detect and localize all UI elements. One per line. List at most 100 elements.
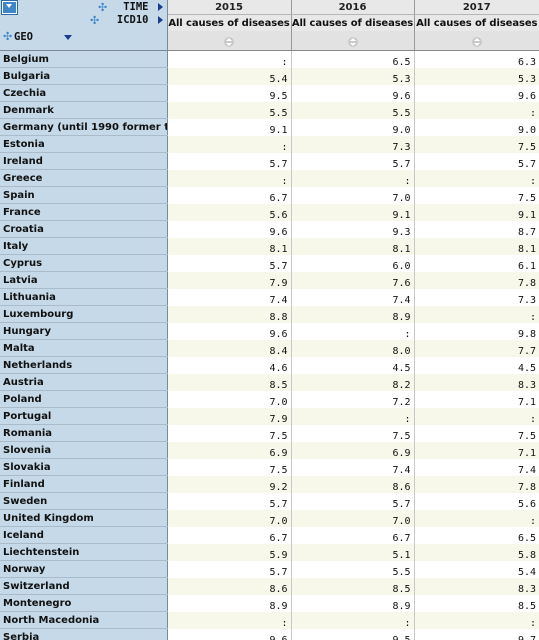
value-cell: 7.3: [413, 288, 539, 306]
sort-cell-2017: [413, 31, 539, 51]
value-text: 9.8: [517, 328, 536, 340]
geo-row-label: Finland: [0, 475, 168, 493]
value-cell: 8.3: [413, 373, 539, 391]
table-row: United Kingdom 7.0 7.0:: [0, 509, 539, 527]
dimension-corner: ✣ TIME ✣ ICD10 ✣ GEO: [0, 0, 168, 51]
value-cell: 6.9: [166, 441, 291, 459]
value-cell: 9.6: [166, 220, 291, 238]
value-text: 5.6: [517, 498, 536, 510]
value-text: 8.5: [517, 600, 536, 612]
value-text: 6.1: [517, 260, 536, 272]
table-row: Malta 8.4 8.0 7.7: [0, 339, 539, 357]
value-cell: 6.0: [290, 254, 414, 272]
geo-dimension-label[interactable]: GEO: [14, 31, 33, 43]
geo-row-label: Malta: [0, 339, 168, 357]
value-cell: :: [413, 305, 539, 323]
geo-row-label: Lithuania: [0, 288, 168, 306]
value-text: 5.7: [269, 566, 288, 578]
value-cell: 8.1: [413, 237, 539, 255]
value-cell: 5.8: [413, 543, 539, 561]
value-cell: :: [166, 135, 291, 153]
icd10-expand-arrow-icon[interactable]: [157, 16, 163, 24]
value-text: 8.8: [269, 311, 288, 323]
value-text: 6.7: [269, 532, 288, 544]
time-dimension-label[interactable]: TIME: [123, 1, 149, 13]
geo-row-label: Luxembourg: [0, 305, 168, 323]
move-icd10-dimension-icon[interactable]: ✣: [90, 14, 100, 27]
sort-cell-2016: [290, 31, 414, 51]
value-text: 7.0: [392, 515, 411, 527]
value-text: 7.5: [269, 464, 288, 476]
value-text: 5.4: [517, 566, 536, 578]
value-cell: 6.7: [290, 526, 414, 544]
table-row: Portugal 7.9::: [0, 407, 539, 425]
value-text: 8.0: [392, 345, 411, 357]
time-expand-arrow-icon[interactable]: [157, 3, 163, 11]
sort-icon[interactable]: [347, 36, 358, 47]
table-row: Poland 7.0 7.2 7.1: [0, 390, 539, 408]
value-cell: 4.5: [413, 356, 539, 374]
geo-row-label: Spain: [0, 186, 168, 204]
value-text: :: [404, 328, 411, 340]
value-text: 9.1: [517, 209, 536, 221]
value-cell: 5.5: [290, 560, 414, 578]
value-cell: 8.5: [166, 373, 291, 391]
cause-header-2017: All causes of diseases: [413, 14, 539, 31]
geo-row-label: Italy: [0, 237, 168, 255]
sort-icon[interactable]: [224, 36, 234, 47]
value-cell: 8.8: [166, 305, 291, 323]
value-text: 4.5: [392, 362, 411, 374]
value-text: 9.1: [269, 124, 288, 136]
collapse-menu-icon[interactable]: [1, 0, 18, 15]
value-text: 5.5: [269, 107, 288, 119]
value-cell: 9.6: [413, 84, 539, 102]
value-text: 6.3: [517, 56, 536, 68]
geo-row-label: Slovenia: [0, 441, 168, 459]
value-text: :: [529, 413, 536, 425]
value-cell: 9.7: [413, 628, 539, 640]
table-row: Croatia 9.6 9.3 8.7: [0, 220, 539, 238]
value-cell: 7.3: [290, 135, 414, 153]
value-cell: :: [413, 509, 539, 527]
value-text: 8.5: [269, 379, 288, 391]
geo-row-label: Netherlands: [0, 356, 168, 374]
value-text: 7.5: [269, 430, 288, 442]
value-cell: 7.4: [166, 288, 291, 306]
value-cell: :: [413, 169, 539, 187]
value-text: 8.9: [269, 600, 288, 612]
value-cell: 8.6: [166, 577, 291, 595]
sort-icon[interactable]: [471, 36, 482, 47]
value-text: 5.5: [392, 107, 411, 119]
value-cell: 5.7: [166, 152, 291, 170]
geo-row-label: Croatia: [0, 220, 168, 238]
value-cell: 5.6: [166, 203, 291, 221]
value-text: 8.9: [392, 311, 411, 323]
value-text: 5.4: [269, 73, 288, 85]
move-geo-dimension-icon[interactable]: ✣: [3, 30, 13, 43]
value-cell: 7.5: [413, 424, 539, 442]
table-row: Netherlands 4.6 4.5 4.5: [0, 356, 539, 374]
geo-row-label: Greece: [0, 169, 168, 187]
value-text: 6.5: [392, 56, 411, 68]
value-text: 9.5: [269, 90, 288, 102]
geo-row-label: Belgium: [0, 50, 168, 68]
value-text: 7.2: [392, 396, 411, 408]
table-row: Cyprus 5.7 6.0 6.1: [0, 254, 539, 272]
geo-row-label: Ireland: [0, 152, 168, 170]
geo-row-label: France: [0, 203, 168, 221]
geo-expand-arrow-icon[interactable]: [64, 35, 72, 40]
value-cell: 9.0: [290, 118, 414, 136]
value-text: 5.1: [392, 549, 411, 561]
value-cell: 6.5: [290, 50, 414, 68]
icd10-dimension-label[interactable]: ICD10: [116, 14, 149, 26]
value-text: 7.8: [517, 277, 536, 289]
value-text: 5.6: [269, 209, 288, 221]
geo-row-label: Germany (until 1990 former t: [0, 118, 168, 136]
move-time-dimension-icon[interactable]: ✣: [98, 1, 108, 14]
value-text: :: [404, 617, 411, 629]
value-cell: :: [290, 322, 414, 340]
value-text: 7.0: [269, 396, 288, 408]
value-cell: 6.1: [413, 254, 539, 272]
table-row: Luxembourg 8.8 8.9:: [0, 305, 539, 323]
value-text: 9.6: [269, 226, 288, 238]
